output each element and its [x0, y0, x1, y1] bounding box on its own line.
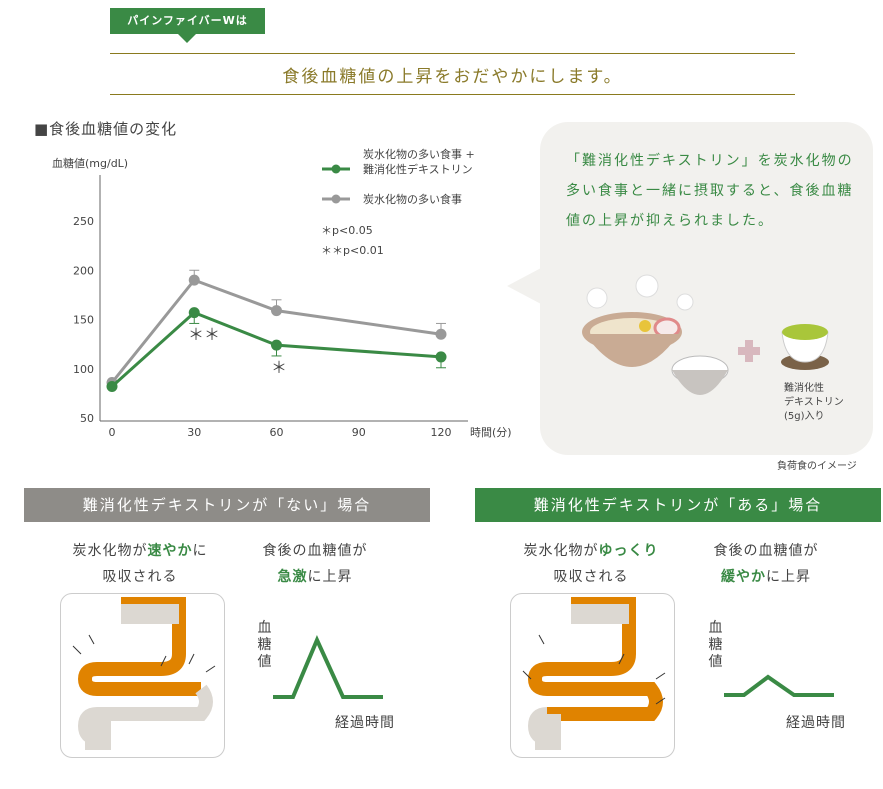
- mini-x-label-without: 経過時間: [335, 715, 395, 731]
- absorption-text-without: 炭水化物が速やかに 吸収される: [72, 543, 208, 585]
- bubble-text: 「難消化性デキストリン」を炭水化物の多い食事と一緒に摂取すると、食後血糖値の上昇…: [566, 153, 854, 229]
- mini-y-label-without: 血糖値: [257, 620, 273, 670]
- x-tick-label: 120: [431, 426, 452, 439]
- mini-chart-spike: [273, 635, 383, 699]
- banner-without: 難消化性デキストリンが「ない」場合: [24, 488, 430, 522]
- x-tick-label: 0: [109, 426, 116, 439]
- speech-bubble-tail: [507, 268, 541, 304]
- udon-bowl: [585, 334, 679, 367]
- legend-marker-gray: [331, 194, 341, 204]
- banner-with: 難消化性デキストリンが「ある」場合: [475, 488, 881, 522]
- divider-bottom: [110, 94, 795, 95]
- p-value-01: ＊＊p<0.01: [321, 244, 384, 257]
- product-tag: パインファイバーWは: [110, 8, 265, 43]
- glucose-text-with: 食後の血糖値が 緩やかに上昇: [713, 543, 819, 585]
- mini-x-label-with: 経過時間: [786, 715, 846, 731]
- x-tick-label: 60: [270, 426, 284, 439]
- x-axis-label: 時間(分): [470, 426, 512, 439]
- glucose-text-without: 食後の血糖値が 急激に上昇: [262, 543, 368, 585]
- data-point: [271, 305, 282, 317]
- headline: 食後血糖値の上昇をおだやかにします。: [282, 67, 623, 87]
- dextrin-label-1: 難消化性: [784, 383, 824, 394]
- blood-glucose-chart: 血糖値(mg/dL) 時間(分) 50 100 150 200 250 0 30 60 90 12…: [52, 147, 512, 439]
- mini-chart-gentle: [724, 674, 834, 697]
- y-tick-label: 100: [73, 363, 94, 376]
- data-point: [271, 339, 282, 351]
- significance-30: ＊＊: [188, 325, 220, 344]
- legend-label-green-1: 炭水化物の多い食事 +: [363, 147, 475, 161]
- y-axis-label: 血糖値(mg/dL): [52, 156, 128, 170]
- intestine-box-with: [510, 593, 675, 758]
- data-point: [188, 307, 200, 319]
- divider-top: [110, 53, 795, 54]
- y-tick-label: 50: [80, 412, 94, 425]
- section-title: ■食後血糖値の変化: [34, 120, 178, 138]
- intestine-illustration-slow: [522, 597, 666, 750]
- y-tick-label: 200: [73, 264, 94, 277]
- p-value-05: ＊p<0.05: [321, 224, 373, 237]
- data-point: [435, 328, 447, 340]
- legend-label-green-2: 難消化性デキストリン: [363, 162, 473, 176]
- x-tick-label: 90: [352, 426, 366, 439]
- image-caption: 負荷食のイメージ: [777, 461, 857, 472]
- dextrin-label-2: デキストリン: [784, 397, 844, 408]
- series-line: [110, 278, 442, 384]
- series-line: [110, 310, 442, 388]
- legend-label-gray: 炭水化物の多い食事: [363, 192, 462, 206]
- data-point: [106, 380, 118, 392]
- absorption-text-with: 炭水化物がゆっくり 吸収される: [523, 543, 659, 585]
- meal-illustration: [582, 274, 829, 395]
- significance-60: ＊: [271, 358, 287, 377]
- legend-marker-green: [331, 164, 341, 174]
- dextrin-label: 難消化性 デキストリン (5g)入り: [784, 382, 844, 424]
- y-tick-label: 150: [73, 314, 94, 327]
- intestine-box-without: [60, 593, 225, 758]
- dextrin-label-3: (5g)入り: [784, 411, 825, 422]
- tea-cup: [781, 331, 829, 363]
- data-point: [435, 351, 447, 363]
- intestine-illustration-fast: [72, 597, 216, 750]
- y-tick-label: 250: [73, 215, 94, 228]
- x-tick-label: 30: [187, 426, 201, 439]
- mini-y-label-with: 血糖値: [708, 620, 724, 670]
- steam-icon: [586, 274, 694, 311]
- data-point: [188, 274, 200, 286]
